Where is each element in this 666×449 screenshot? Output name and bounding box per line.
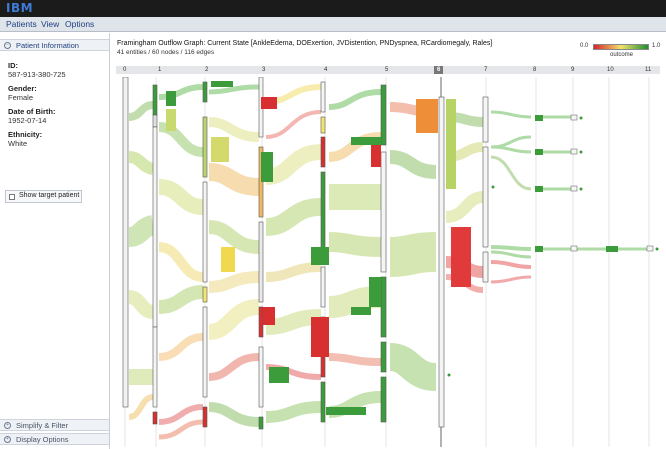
legend-caption: outcome bbox=[610, 52, 634, 58]
gender-label: Gender: bbox=[8, 84, 37, 93]
checkbox-box[interactable] bbox=[9, 194, 15, 200]
dob-value: 1952-07-14 bbox=[8, 116, 47, 125]
timestep-scrubber[interactable] bbox=[116, 66, 660, 74]
timestep-10[interactable]: 10 bbox=[607, 67, 614, 73]
timestep-2[interactable]: 2 bbox=[205, 67, 209, 73]
timestep-0[interactable]: 0 bbox=[123, 67, 127, 73]
expand-icon: + bbox=[4, 422, 11, 429]
expand-icon: + bbox=[4, 436, 11, 443]
ibm-logo: IBM bbox=[6, 1, 34, 15]
graph-subtitle: 41 entities / 60 nodes / 116 edges bbox=[117, 49, 215, 56]
legend-low-label: 0.0 bbox=[580, 43, 589, 49]
timestep-11[interactable]: 11 bbox=[645, 67, 652, 73]
graph-title: Framingham Outflow Graph: Current State … bbox=[117, 40, 493, 47]
outflow-graph[interactable] bbox=[111, 77, 666, 447]
display-options-label: Display Options bbox=[16, 435, 69, 444]
legend-high-label: 1.0 bbox=[652, 43, 661, 49]
flow-edges bbox=[127, 84, 651, 440]
simplify-filter-label: Simplify & Filter bbox=[16, 421, 69, 430]
sidebar: – Patient Information ID: 587-913-380-72… bbox=[0, 33, 110, 449]
patient-information-header[interactable]: – Patient Information bbox=[0, 39, 109, 51]
gender-value: Female bbox=[8, 93, 34, 102]
menu-bar: Patients View Options bbox=[0, 17, 666, 32]
outcome-color-legend bbox=[593, 44, 649, 50]
collapse-icon: – bbox=[4, 42, 11, 49]
top-bar: IBM bbox=[0, 0, 666, 17]
graph-nodes[interactable] bbox=[122, 77, 489, 430]
timestep-3[interactable]: 3 bbox=[262, 67, 266, 73]
graph-panel: Framingham Outflow Graph: Current State … bbox=[111, 33, 666, 449]
simplify-filter-header[interactable]: + Simplify & Filter bbox=[0, 419, 109, 431]
timestep-1[interactable]: 1 bbox=[158, 67, 162, 73]
menu-options[interactable]: Options bbox=[65, 19, 95, 29]
outcome-markers[interactable] bbox=[447, 114, 659, 377]
timestep-9[interactable]: 9 bbox=[571, 67, 575, 73]
menu-view[interactable]: View bbox=[41, 19, 60, 29]
dob-label: Date of Birth: bbox=[8, 107, 56, 116]
show-target-patient-checkbox[interactable]: Show target patient bbox=[5, 190, 82, 203]
timestep-8[interactable]: 8 bbox=[533, 67, 537, 73]
id-value: 587-913-380-725 bbox=[8, 70, 66, 79]
timestep-6[interactable]: 6 bbox=[434, 66, 444, 74]
patient-information-label: Patient Information bbox=[16, 41, 79, 50]
ethnicity-label: Ethnicity: bbox=[8, 130, 43, 139]
display-options-header[interactable]: + Display Options bbox=[0, 433, 109, 445]
node-blocks[interactable] bbox=[166, 81, 471, 415]
menu-patients[interactable]: Patients bbox=[6, 19, 37, 29]
timestep-7[interactable]: 7 bbox=[484, 67, 488, 73]
show-target-label: Show target patient bbox=[19, 192, 80, 199]
id-label: ID: bbox=[8, 61, 18, 70]
timestep-4[interactable]: 4 bbox=[324, 67, 328, 73]
timestep-5[interactable]: 5 bbox=[385, 67, 389, 73]
ethnicity-value: White bbox=[8, 139, 28, 148]
